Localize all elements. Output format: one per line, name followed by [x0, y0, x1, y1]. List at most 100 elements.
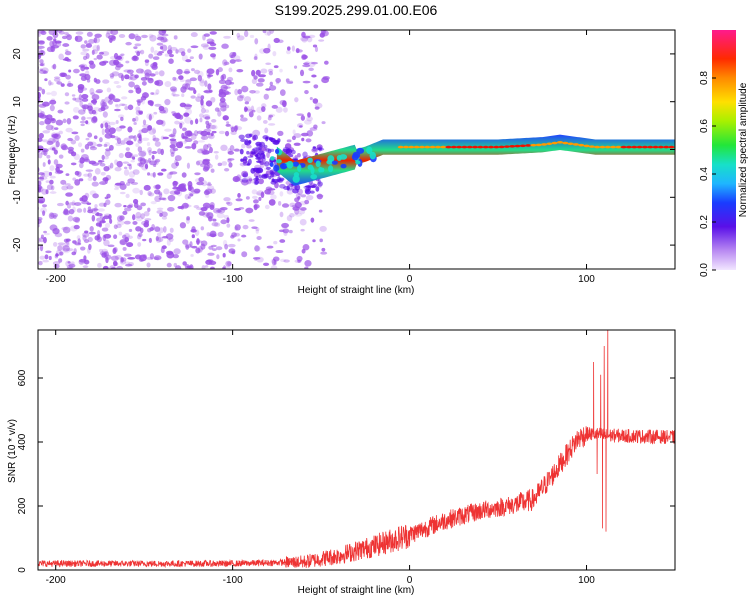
spectrogram-noise-point — [86, 202, 92, 205]
spectrogram-noise-point — [275, 106, 283, 113]
spectrogram-noise-point — [155, 184, 161, 190]
spectrogram-noise-point — [158, 193, 163, 198]
spectrogram-noise-point — [179, 140, 184, 147]
spectrogram-noise-point — [89, 226, 94, 232]
spectrogram-noise-point — [197, 93, 201, 99]
spectrogram-noise-point — [172, 128, 177, 135]
spectrogram-noise-point — [181, 132, 185, 139]
spectrogram-noise-point — [157, 191, 163, 196]
spectrogram-noise-point — [108, 144, 114, 151]
spectrogram-noise-point — [284, 143, 292, 150]
spectrogram-noise-point — [201, 135, 206, 140]
spectrogram-noise-point — [299, 218, 307, 226]
spectrogram-noise-point — [230, 126, 235, 133]
spectrogram-noise-point — [251, 226, 258, 230]
colorbar: 0.0 0.2 0.4 0.6 0.8 Normalized spectral ampl… — [699, 30, 749, 277]
spectrogram-noise-point — [80, 148, 85, 153]
spectrogram-noise-point — [237, 238, 241, 242]
spectrogram-ridge-band — [276, 134, 675, 186]
spectrogram-noise-point — [99, 181, 107, 185]
spectrogram-noise-point — [38, 180, 42, 187]
spectrogram-noise-point — [40, 62, 46, 67]
spectrogram-noise-point — [124, 261, 130, 265]
spectrogram-noise-point — [38, 166, 40, 172]
spectrogram-noise-point — [122, 161, 129, 164]
spectrogram-noise-point — [300, 228, 305, 232]
spectrogram-noise-point — [67, 204, 71, 209]
spectrogram-noise-point — [157, 148, 162, 155]
spectrogram-noise-point — [190, 133, 197, 140]
spectrogram-noise-point — [98, 107, 103, 113]
spectrogram-noise-point — [160, 135, 165, 141]
spectrogram-noise-point — [94, 212, 103, 217]
spectrogram-noise-point — [50, 145, 58, 152]
spectrogram-noise-point — [77, 84, 85, 90]
spectrogram-noise-point — [147, 158, 152, 163]
spectrogram-noise-point — [251, 69, 256, 77]
spectrogram-noise-point — [314, 106, 320, 110]
spectrogram-noise-point — [291, 45, 295, 52]
spectrogram-noise — [38, 30, 330, 269]
spectrogram-noise-point — [96, 54, 103, 60]
spectrogram-noise-point — [156, 119, 164, 125]
spectrogram-noise-point — [168, 58, 174, 65]
spectrogram-noise-point — [109, 162, 114, 169]
spectrogram-noise-point — [185, 244, 190, 250]
spectrogram-noise-point — [147, 77, 154, 84]
spectrogram-noise-point — [200, 104, 205, 109]
spectrogram-noise-point — [167, 207, 175, 212]
spectrogram-ridge-peak — [477, 145, 484, 149]
spectrogram-noise-point — [265, 166, 271, 171]
spectrogram-noise-point — [38, 185, 44, 193]
spectrogram-noise-point — [92, 175, 97, 182]
spectrogram-noise-point — [295, 193, 301, 199]
spectrogram-noise-point — [213, 222, 221, 227]
spectrogram-noise-point — [223, 35, 231, 39]
spectrogram-noise-point — [102, 182, 106, 186]
spectrogram-noise-point — [227, 148, 232, 154]
spectrogram-noise-point — [236, 35, 245, 41]
spectrogram-noise-point — [254, 180, 259, 185]
spectrogram-noise-point — [92, 98, 97, 106]
spectrogram-ridge-peak — [456, 145, 463, 149]
spectrogram-noise-point — [156, 209, 164, 214]
spectrogram-noise-point — [266, 30, 271, 36]
spectrogram-noise-point — [190, 45, 199, 49]
spectrogram-noise-point — [84, 230, 89, 234]
spectrogram-noise-point — [172, 76, 177, 81]
spectrogram-noise-point — [179, 222, 187, 229]
spectrogram-noise-point — [286, 215, 293, 222]
spectrogram-noise-point — [58, 130, 63, 135]
spectrogram-noise-point — [292, 188, 299, 194]
spectrogram-noise-point — [107, 165, 111, 170]
spectrogram-noise-point — [98, 248, 104, 253]
spectrogram-noise-point — [207, 122, 212, 126]
spectrogram-noise-point — [190, 253, 194, 257]
spectrogram-noise-point — [135, 116, 139, 122]
spectrogram-noise-point — [161, 33, 169, 37]
spectrogram-noise-point — [119, 103, 125, 106]
spectrogram-noise-point — [263, 93, 269, 100]
spectrogram-noise-point — [57, 109, 64, 114]
spectrogram-noise-point — [268, 123, 276, 126]
spectrogram-noise-point — [38, 206, 40, 211]
snr-x-tick-label: 100 — [578, 575, 595, 586]
spectrogram-noise-point — [83, 173, 90, 177]
spectrogram-noise-point — [179, 102, 187, 108]
spectrogram-noise-point — [116, 220, 125, 226]
spectrogram-noise-point — [38, 166, 39, 170]
spectrogram-noise-point — [184, 243, 192, 248]
spectrogram-noise-point — [304, 260, 312, 267]
spectrogram-noise-point — [38, 237, 45, 243]
spectrogram-ridge-peak — [610, 145, 617, 149]
spectrogram-noise-point — [176, 189, 183, 197]
spectrogram-noise-point — [236, 32, 241, 38]
spectrogram-noise-point — [87, 236, 93, 243]
spectrogram-noise-point — [53, 77, 61, 82]
spectrogram-noise-point — [262, 119, 268, 124]
spectrogram-noise-point — [99, 137, 103, 143]
spectrogram-noise-point — [163, 188, 170, 195]
spectrogram-noise-point — [107, 244, 115, 248]
spectrogram-noise-point — [144, 163, 149, 170]
spectrogram-noise-point — [264, 161, 270, 167]
